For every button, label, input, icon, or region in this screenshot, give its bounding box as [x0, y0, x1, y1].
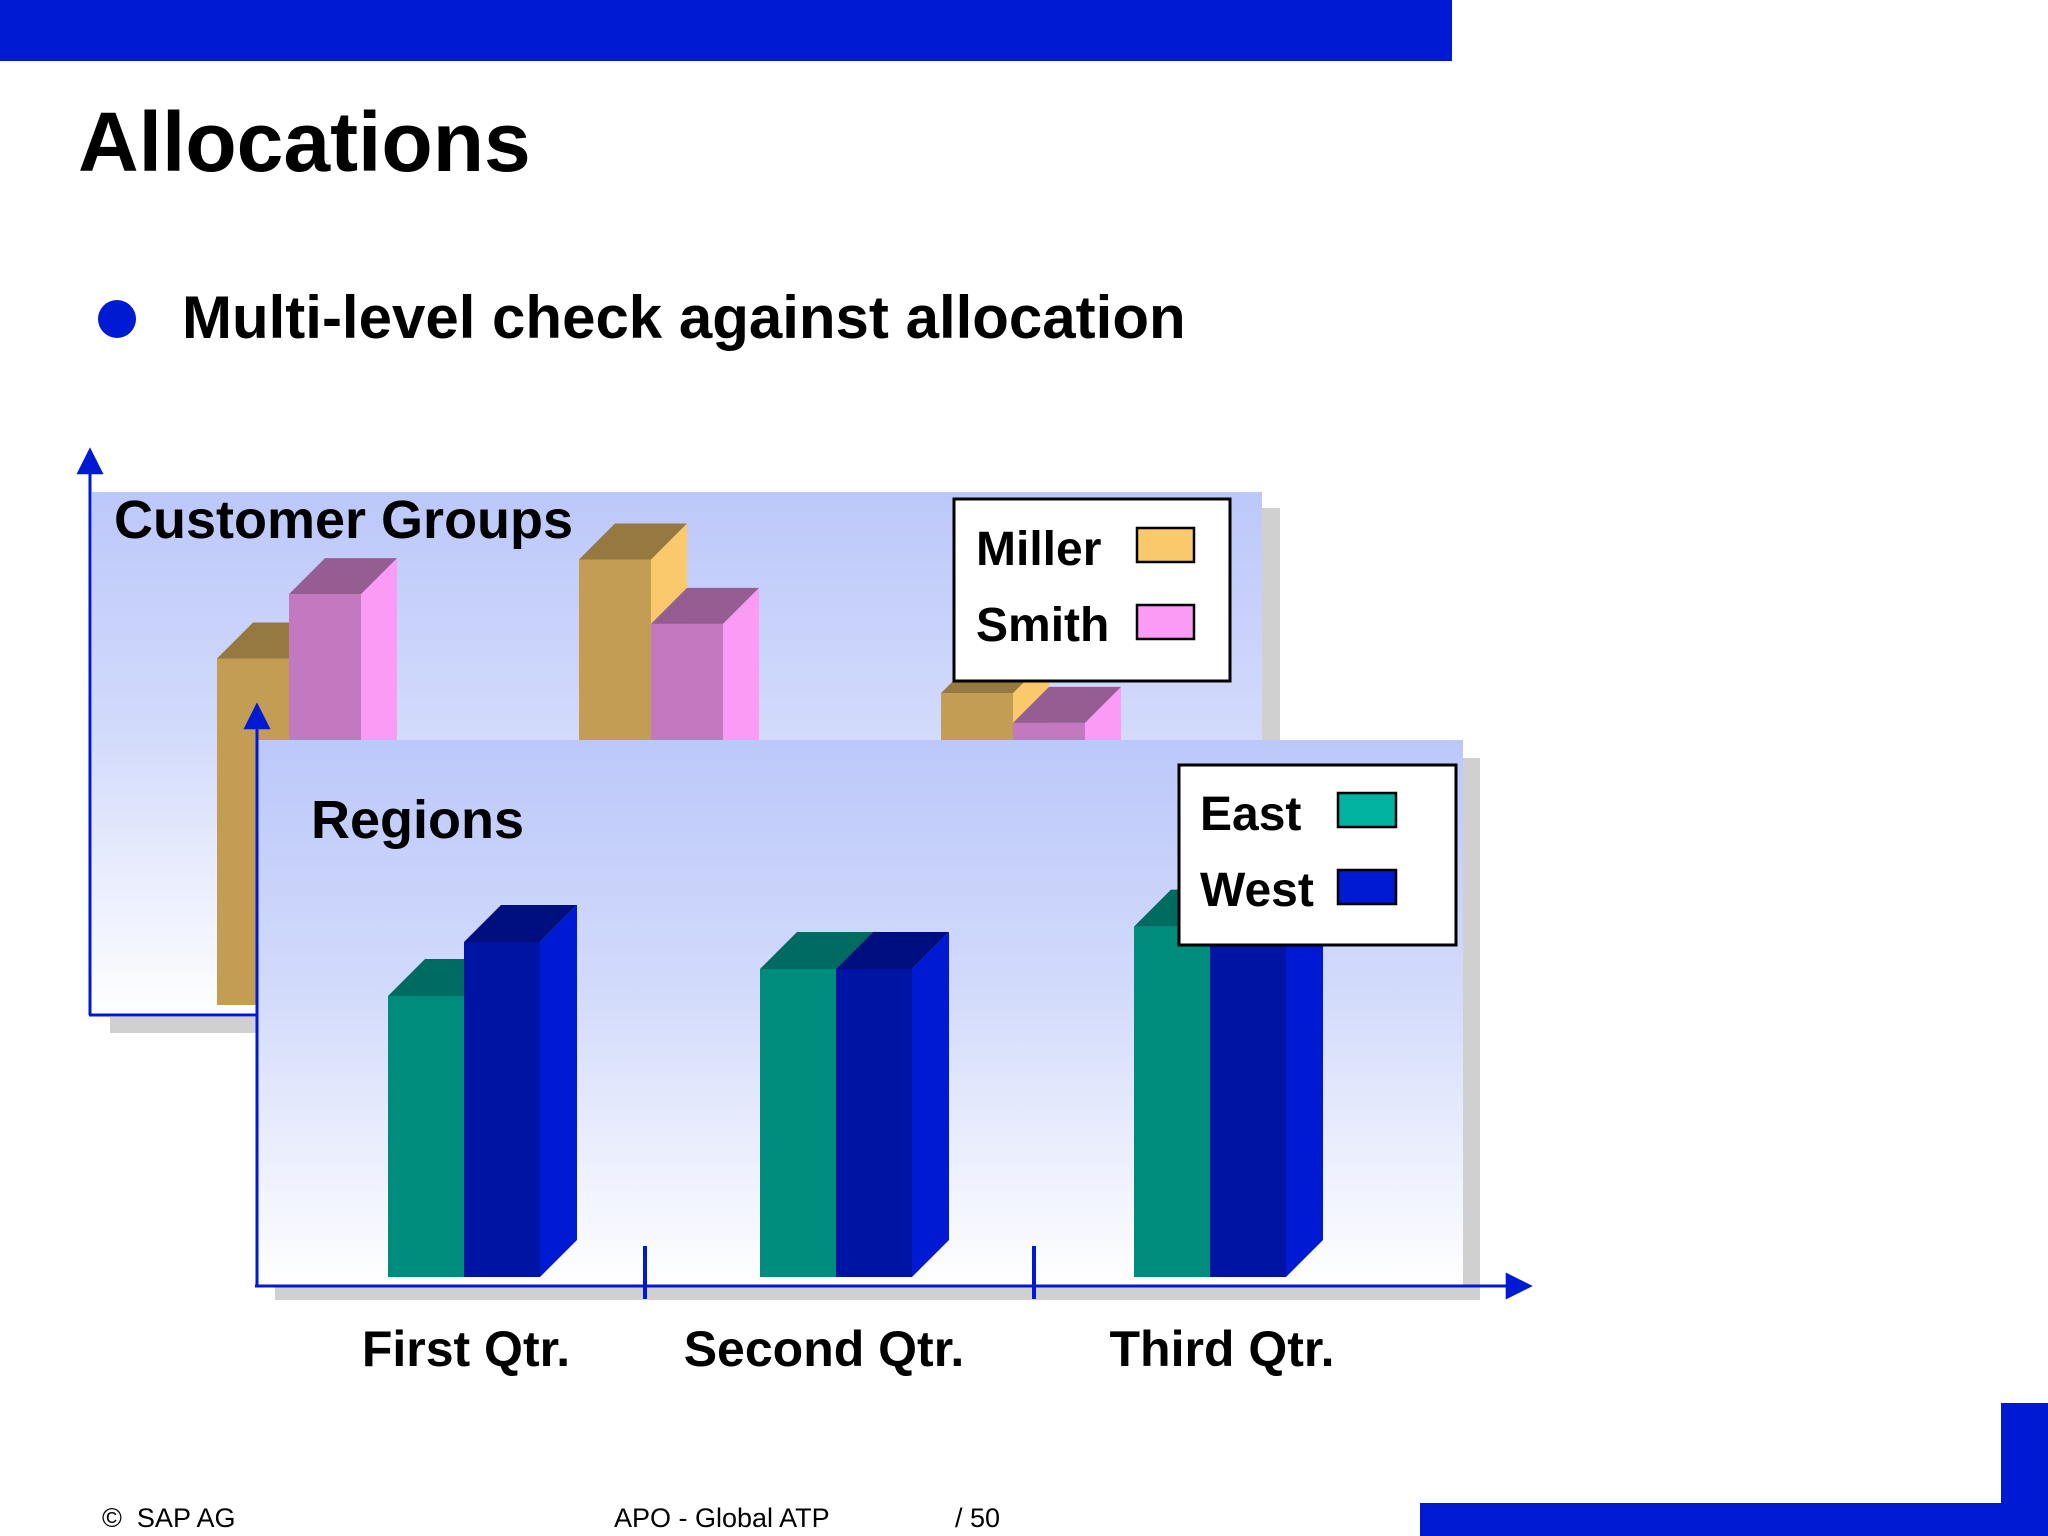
bar-east-2-top — [760, 932, 873, 969]
bullet-text: Multi-level check against allocation — [182, 284, 1186, 351]
legend-swatch-miller — [1135, 526, 1196, 564]
x-tick-label: First Qtr. — [362, 1321, 570, 1377]
legend-label-smith: Smith — [976, 599, 1109, 652]
bar-west-3-front — [1210, 926, 1286, 1277]
customer-groups-legend-box — [952, 497, 1232, 683]
customer-groups-legend: Miller Smith — [952, 497, 1232, 683]
legend-swatch-smith — [1135, 603, 1196, 641]
customer-groups-title: Customer Groups — [114, 490, 573, 550]
bar-west-2-front — [836, 969, 912, 1277]
legend-label-miller: Miller — [976, 523, 1101, 576]
bar-west-1-front — [464, 942, 540, 1277]
footer-copyright-text: SAP AG — [136, 1503, 236, 1533]
footer-page-number: / 50 — [955, 1503, 1001, 1533]
regions-legend-box — [1177, 763, 1458, 947]
legend-label-west: West — [1200, 864, 1314, 917]
bar-west-1-side — [540, 905, 577, 1277]
top-accent-bar — [0, 0, 1452, 61]
bar-west-2 — [836, 932, 949, 1277]
bar-east-3-front — [1134, 926, 1210, 1277]
bar-west-1 — [464, 905, 577, 1277]
bullet-dot-icon — [98, 300, 136, 338]
bar-east-1-front — [388, 995, 464, 1277]
regions-bars — [388, 889, 1323, 1277]
bar-smith-2-top — [651, 587, 759, 624]
bar-miller-2-top — [579, 523, 687, 560]
regions-legend: East West — [1177, 763, 1458, 947]
x-tick-label: Second Qtr. — [684, 1321, 965, 1377]
slide-title: Allocations — [78, 95, 531, 189]
legend-label-east: East — [1200, 788, 1301, 841]
bar-west-2-top — [836, 932, 949, 969]
footer-presentation-title: APO - Global ATP — [614, 1503, 830, 1533]
bar-west-3-side — [1286, 889, 1323, 1277]
corner-accent-horizontal — [1420, 1503, 2048, 1536]
footer-copyright: © SAP AG — [102, 1500, 235, 1536]
bar-smith-1-top — [289, 558, 397, 595]
bar-smith-3-top — [1013, 686, 1121, 723]
x-tick-label: Third Qtr. — [1110, 1321, 1335, 1377]
bar-west-3 — [1210, 889, 1323, 1277]
regions-title: Regions — [311, 790, 524, 850]
bar-west-1-top — [464, 905, 577, 943]
legend-swatch-west — [1336, 868, 1398, 906]
copyright-icon: © — [102, 1503, 122, 1533]
legend-swatch-east — [1336, 791, 1398, 829]
bar-east-2-front — [760, 969, 836, 1277]
bar-west-2-side — [912, 932, 949, 1277]
x-axis-tick-labels: First Qtr. Second Qtr. Third Qtr. — [362, 1321, 1335, 1377]
regions-chart: Regions East West First Qtr. Second Qtr.… — [243, 702, 1533, 1377]
